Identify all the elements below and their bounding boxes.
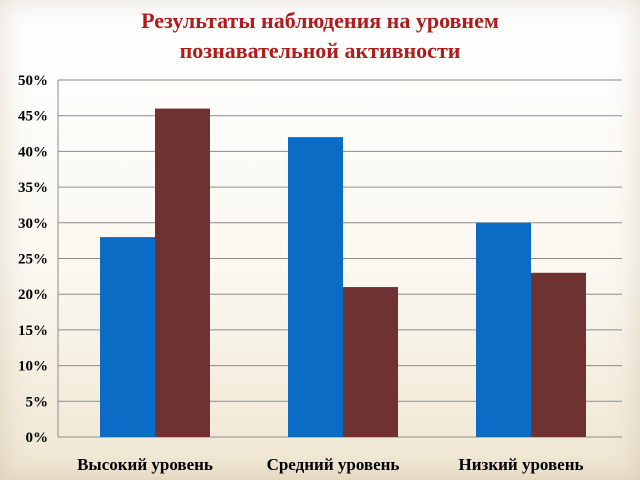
- y-tick-label: 30%: [18, 216, 48, 232]
- bar: [476, 222, 531, 437]
- chart-title-line-1: Результаты наблюдения на уровнем: [141, 8, 499, 33]
- y-tick-label: 15%: [18, 323, 48, 339]
- y-tick-label: 0%: [26, 430, 49, 446]
- chart-title: Результаты наблюдения на уровнем познава…: [0, 6, 640, 66]
- bar: [288, 137, 343, 437]
- y-tick-label: 40%: [18, 144, 48, 160]
- chart-title-line-2: познавательной активности: [179, 38, 461, 63]
- bar: [531, 272, 586, 437]
- y-tick-label: 20%: [18, 287, 48, 303]
- bar: [343, 287, 398, 437]
- y-tick-label: 50%: [18, 73, 48, 89]
- y-tick-label: 5%: [26, 394, 49, 410]
- y-tick-label: 10%: [18, 359, 48, 375]
- x-category-label: Низкий уровень: [458, 455, 583, 474]
- x-category-label: Высокий уровень: [77, 455, 213, 474]
- x-category-label: Средний уровень: [267, 455, 400, 474]
- y-tick-label: 45%: [18, 109, 48, 125]
- y-tick-label: 25%: [18, 252, 48, 268]
- y-tick-label: 35%: [18, 180, 48, 196]
- bar: [155, 108, 210, 437]
- bar: [100, 237, 155, 437]
